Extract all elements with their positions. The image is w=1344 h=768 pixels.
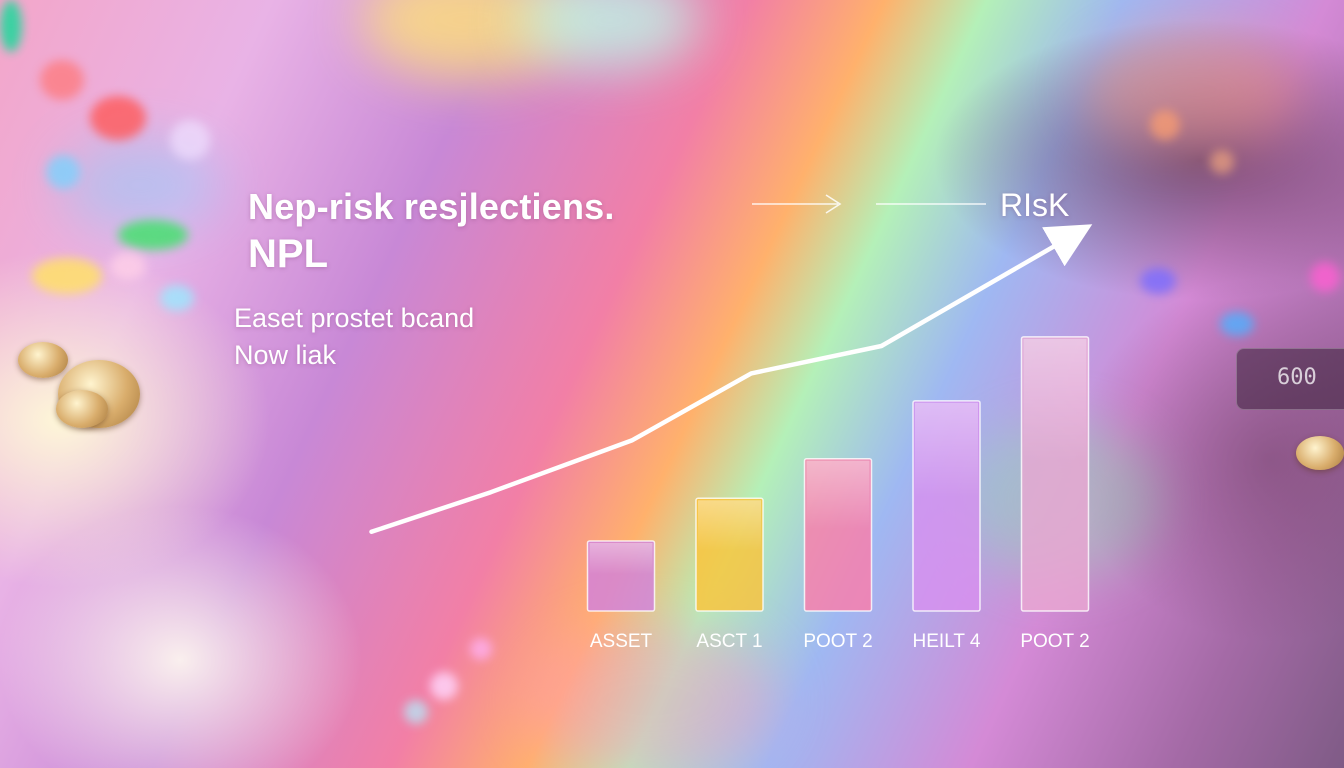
x-tick-label-3: POOT 2 (803, 631, 872, 652)
background-device: 600 (1236, 348, 1344, 410)
risk-label: RIsK (1000, 187, 1070, 223)
annotation-line-2: Now liak (234, 340, 337, 370)
chart-title: Nep-risk resjlectiens. (248, 186, 615, 227)
trend-line (369, 224, 1093, 535)
chart-subtitle: NPL (248, 232, 328, 276)
bar-1-gloss (589, 542, 653, 575)
risk-arrow-head (825, 194, 842, 214)
x-tick-label-1: ASSET (590, 631, 653, 652)
x-tick-label-4: HEILT 4 (913, 631, 981, 652)
bar-5-gloss (1023, 338, 1087, 463)
x-tick-label-2: ASCT 1 (696, 631, 762, 652)
bar-2-gloss (698, 500, 761, 552)
bar-3-gloss (806, 460, 870, 530)
annotation-line-1: Easet prostet bcand (234, 303, 475, 333)
x-tick-label-5: POOT 2 (1020, 631, 1089, 652)
bar-4-gloss (915, 402, 978, 498)
